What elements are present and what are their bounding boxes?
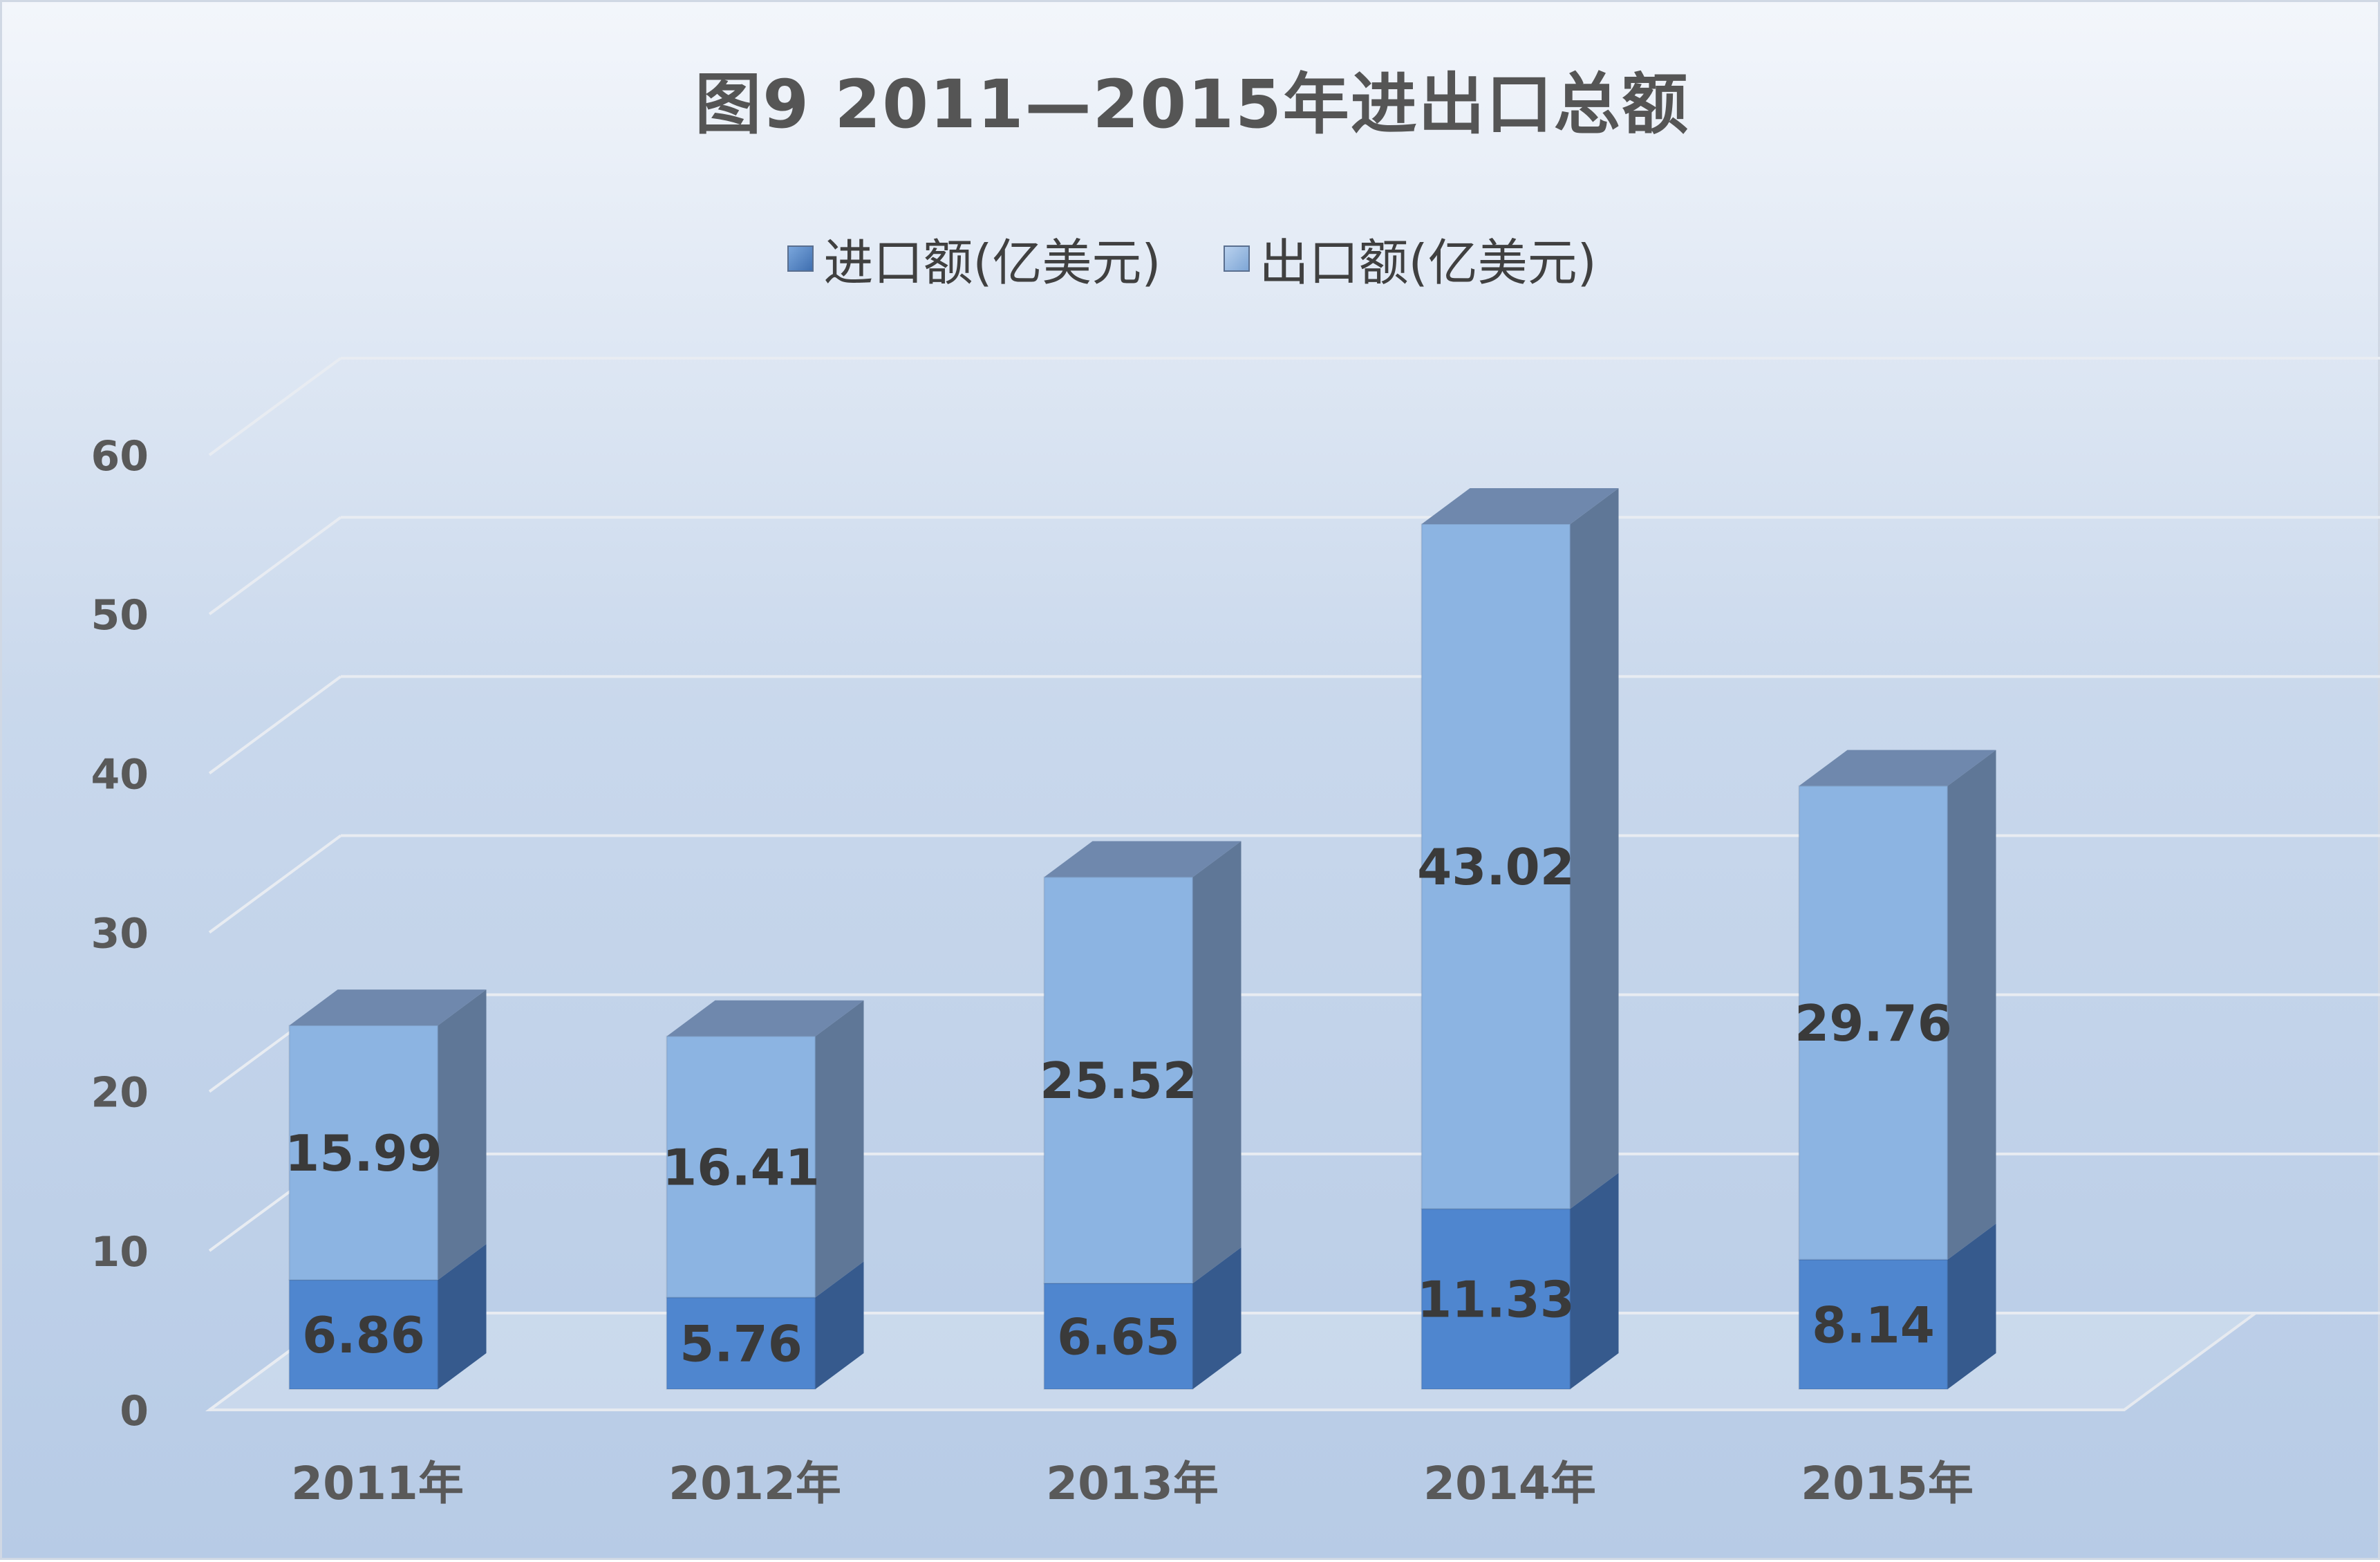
bar-top [1799,750,1996,786]
bar-side-export [1570,488,1619,1209]
data-label-import: 5.76 [680,1315,803,1373]
data-label-import: 8.14 [1812,1296,1935,1354]
bar-side-export [438,989,487,1281]
bar-front-export [666,1035,816,1299]
bar-front-export [288,1025,439,1281]
y-tick-label: 40 [91,750,149,799]
bar-side-import [1192,1247,1241,1389]
data-label-import: 6.65 [1057,1308,1180,1366]
legend-label-import: 进口额(亿美元) [823,234,1161,292]
bar-side-import [815,1261,864,1389]
y-tick-label: 10 [91,1228,149,1276]
data-label-export: 16.41 [662,1139,820,1197]
data-label-export: 25.52 [1040,1052,1197,1110]
bar-front-import [1043,1282,1194,1391]
bar-front-export [1798,785,1949,1261]
bar-front-import [288,1279,439,1391]
bar-top [1421,488,1619,525]
bar-front-import [1798,1258,1949,1390]
bar-side-export [815,1000,864,1298]
legend-label-export: 出口额(亿美元) [1259,234,1597,292]
bar-side-import [438,1244,487,1389]
legend-swatch-import [787,245,814,272]
gridline-side [208,834,342,934]
legend-item-export: 出口额(亿美元) [1223,222,1597,295]
bar-side-import [1947,1223,1996,1389]
bar-top [666,1000,864,1036]
y-tick-label: 0 [120,1387,149,1435]
data-label-export: 29.76 [1795,994,1952,1052]
legend: 进口额(亿美元) 出口额(亿美元) [2,222,2380,295]
gridline-side [208,357,342,456]
bar-side-import [1570,1173,1619,1389]
x-tick-label: 2013年 [1046,1457,1219,1510]
x-tick-label: 2012年 [668,1457,841,1510]
bar-side-export [1947,750,1996,1260]
bar-front-export [1043,876,1194,1284]
data-label-import: 11.33 [1417,1271,1575,1329]
gridline-side [208,516,342,615]
bar-side-export [1192,841,1241,1283]
y-tick-label: 50 [91,591,149,640]
legend-swatch-export [1223,245,1250,272]
gridline-side [208,675,342,774]
data-label-export: 43.02 [1417,838,1575,896]
y-tick-label: 20 [91,1069,149,1117]
data-label-export: 15.99 [285,1124,442,1182]
x-tick-label: 2014年 [1423,1457,1596,1510]
y-tick-label: 60 [91,432,149,481]
legend-item-import: 进口额(亿美元) [787,222,1161,295]
y-tick-label: 30 [91,910,149,958]
data-label-import: 6.86 [302,1306,425,1364]
chart-title: 图9 2011—2015年进出口总额 [695,66,1689,143]
x-tick-label: 2015年 [1801,1457,1974,1510]
x-tick-label: 2011年 [291,1457,464,1510]
bar-top [289,989,487,1026]
bar-top [1044,841,1241,877]
